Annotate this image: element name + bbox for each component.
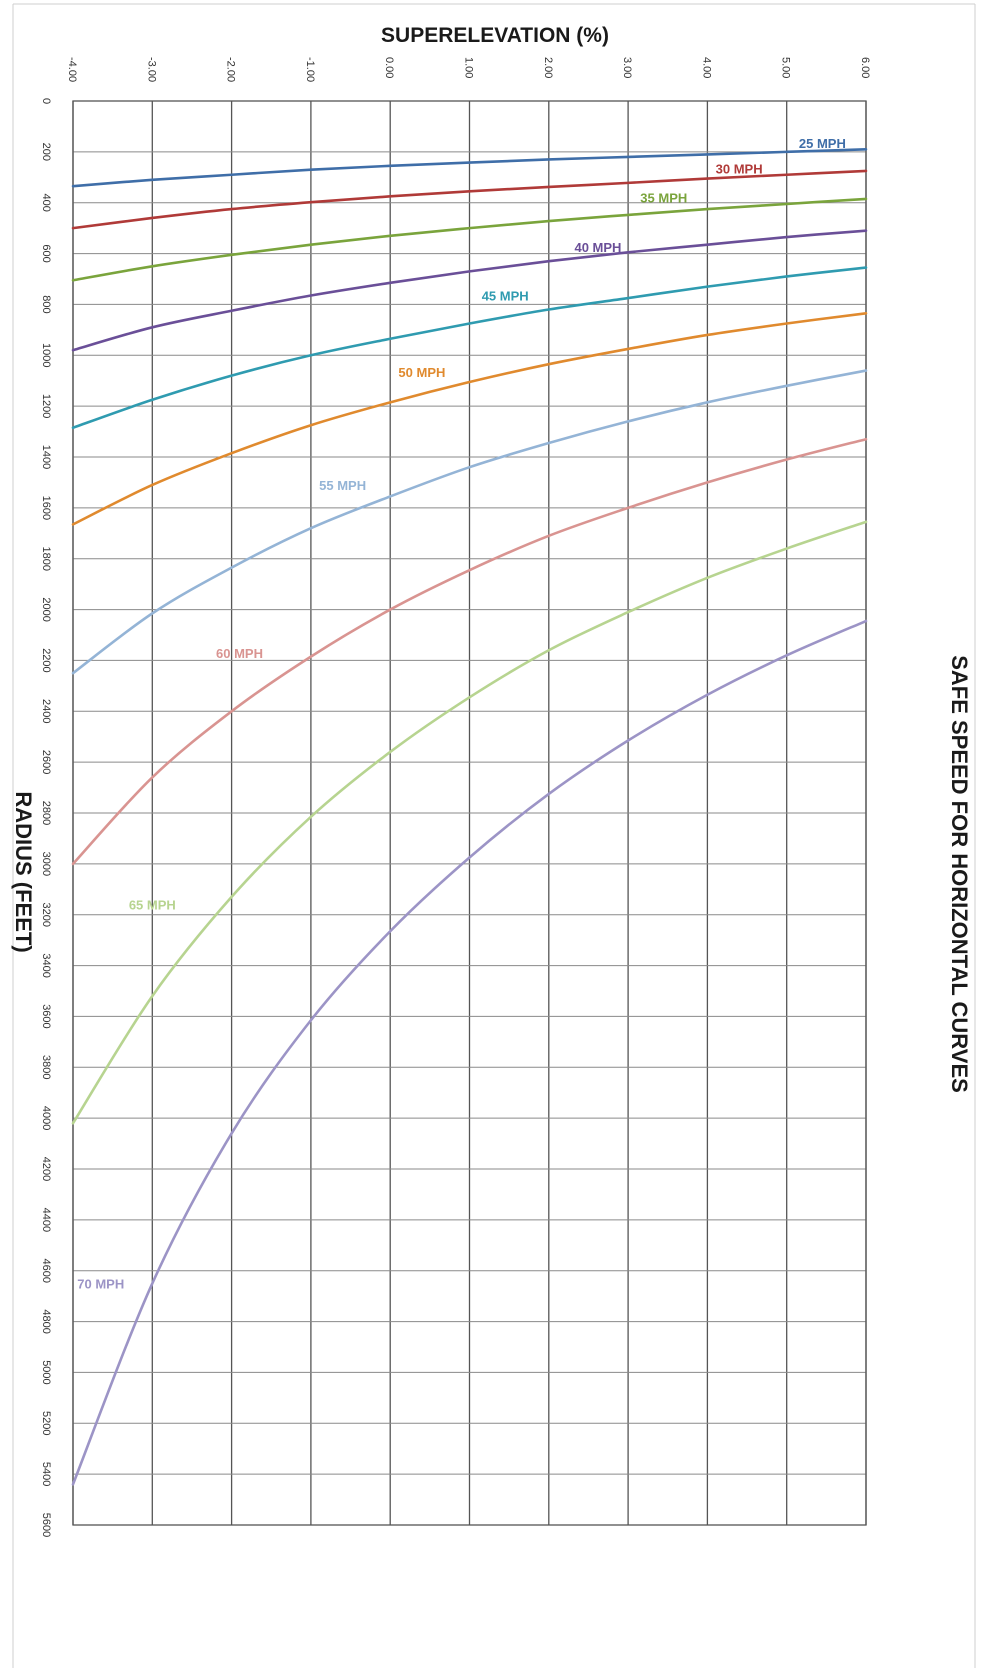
y-tick-label: 3800	[40, 1055, 52, 1079]
y-tick-label: 4400	[40, 1208, 52, 1232]
x-tick-label: 3.00	[621, 57, 633, 78]
chart-title: SAFE SPEED FOR HORIZONTAL CURVES	[947, 655, 972, 1093]
y-tick-label: 2600	[40, 750, 52, 774]
x-tick-label: 4.00	[700, 57, 712, 78]
y-tick-label: 4600	[40, 1258, 52, 1282]
x-tick-label: 6.00	[859, 57, 871, 78]
series-label-35-mph: 35 MPH	[640, 191, 687, 206]
series-line-40-mph	[71, 229, 868, 352]
x-tick-label: -4.00	[66, 57, 78, 82]
y-tick-label: 2000	[40, 597, 52, 621]
y-tick-label: 3000	[40, 852, 52, 876]
y-tick-label: 3400	[40, 953, 52, 977]
series-label-70-mph: 70 MPH	[77, 1276, 124, 1291]
series-line-65-mph	[71, 520, 868, 1125]
series-line-25-mph	[71, 148, 868, 188]
series-label-45-mph: 45 MPH	[482, 289, 529, 304]
y-tick-label: 400	[40, 194, 52, 212]
y-tick-label: 5200	[40, 1411, 52, 1435]
x-tick-label: -2.00	[225, 57, 237, 82]
y-tick-label: 200	[40, 143, 52, 161]
series-line-70-mph	[71, 619, 868, 1486]
series-label-65-mph: 65 MPH	[129, 898, 176, 913]
plot-frame	[72, 100, 867, 1526]
series-lines	[71, 148, 868, 1486]
series-line-45-mph	[71, 266, 868, 430]
series-line-50-mph	[71, 312, 868, 526]
x-tick-label: -3.00	[145, 57, 157, 82]
y-tick-label: 800	[40, 295, 52, 313]
y-tick-label: 1200	[40, 394, 52, 418]
y-tick-label: 3200	[40, 902, 52, 926]
y-tick-label: 4200	[40, 1157, 52, 1181]
series-label-40-mph: 40 MPH	[574, 240, 621, 255]
y-tick-label: 600	[40, 244, 52, 262]
y-tick-label: 5000	[40, 1360, 52, 1384]
tick-labels: -4.00 -3.00 -2.00 -1.00 0.00 1.00 2.00 3.00 4.00…	[40, 57, 871, 1537]
x-axis-title: SUPERELEVATION (%)	[381, 24, 609, 47]
y-tick-label: 1400	[40, 445, 52, 469]
y-tick-label: 2800	[40, 801, 52, 825]
y-tick-label: 1000	[40, 343, 52, 367]
y-tick-label: 2200	[40, 648, 52, 672]
series-label-30-mph: 30 MPH	[716, 161, 763, 176]
y-tick-label: 1800	[40, 546, 52, 570]
series-line-55-mph	[71, 369, 868, 675]
series-labels: 25 MPH 30 MPH 35 MPH 40 MPH 45 MPH 50 MPH 55 M…	[77, 136, 846, 1291]
x-tick-label: 5.00	[780, 57, 792, 78]
series-line-60-mph	[71, 437, 868, 866]
y-tick-label: 2400	[40, 699, 52, 723]
x-tick-label: -1.00	[304, 57, 316, 82]
y-tick-label: 1600	[40, 496, 52, 520]
series-label-50-mph: 50 MPH	[398, 365, 445, 380]
series-line-30-mph	[71, 169, 868, 230]
y-tick-label: 5400	[40, 1462, 52, 1486]
series-line-35-mph	[71, 197, 868, 282]
y-tick-label: 0	[40, 98, 52, 104]
x-tick-label: 2.00	[542, 57, 554, 78]
series-label-55-mph: 55 MPH	[319, 478, 366, 493]
y-tick-label: 5600	[40, 1513, 52, 1537]
y-tick-label: 4000	[40, 1106, 52, 1130]
y-axis-title: RADIUS (FEET)	[11, 791, 36, 952]
y-tick-label: 3600	[40, 1004, 52, 1028]
series-label-60-mph: 60 MPH	[216, 646, 263, 661]
x-tick-label: 0.00	[383, 57, 395, 78]
y-tick-label: 4800	[40, 1309, 52, 1333]
series-label-25-mph: 25 MPH	[799, 136, 846, 151]
x-tick-label: 1.00	[463, 57, 475, 78]
